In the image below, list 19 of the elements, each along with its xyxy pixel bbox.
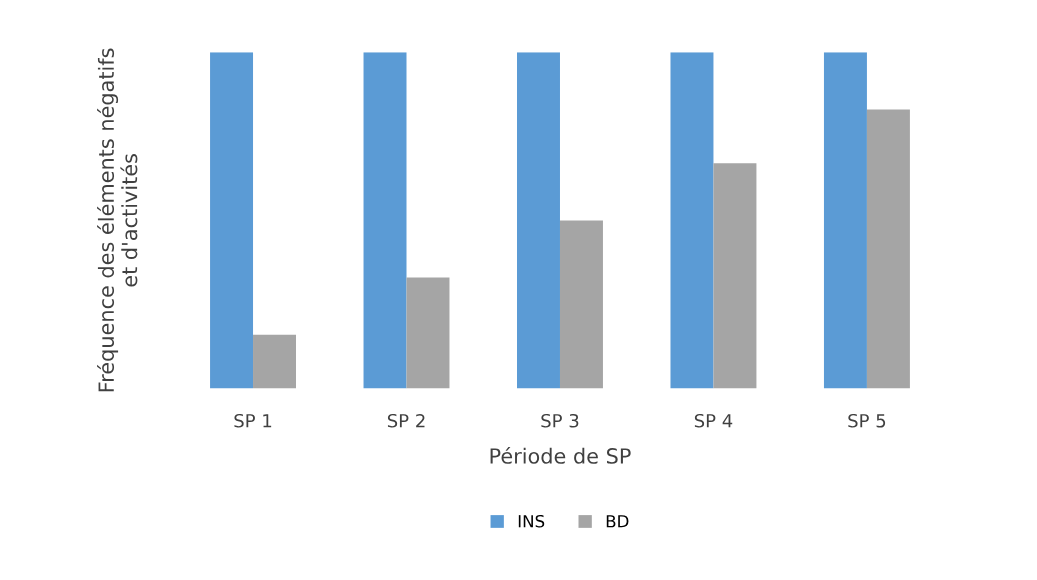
y-axis-title: Fréquence des éléments négatifs et d'activités [97, 48, 138, 392]
x-tick-label: SP 4 [694, 413, 733, 428]
bar [406, 277, 450, 389]
bar [210, 52, 254, 389]
x-tick-label: SP 3 [541, 413, 579, 428]
legend-label: INS [518, 514, 545, 528]
x-tick-label: SP 2 [387, 413, 425, 428]
bar [670, 52, 714, 389]
legend-label: BD [606, 515, 629, 528]
bar [823, 52, 867, 389]
bar [363, 52, 407, 389]
bar [559, 220, 603, 389]
bar [517, 52, 560, 389]
x-tick-label: SP 1 [234, 413, 272, 428]
bar [253, 334, 296, 389]
x-tick-label: SP 5 [848, 413, 886, 428]
bar [866, 109, 910, 389]
bar [713, 163, 757, 389]
x-axis-title: Période de SP [490, 446, 631, 464]
